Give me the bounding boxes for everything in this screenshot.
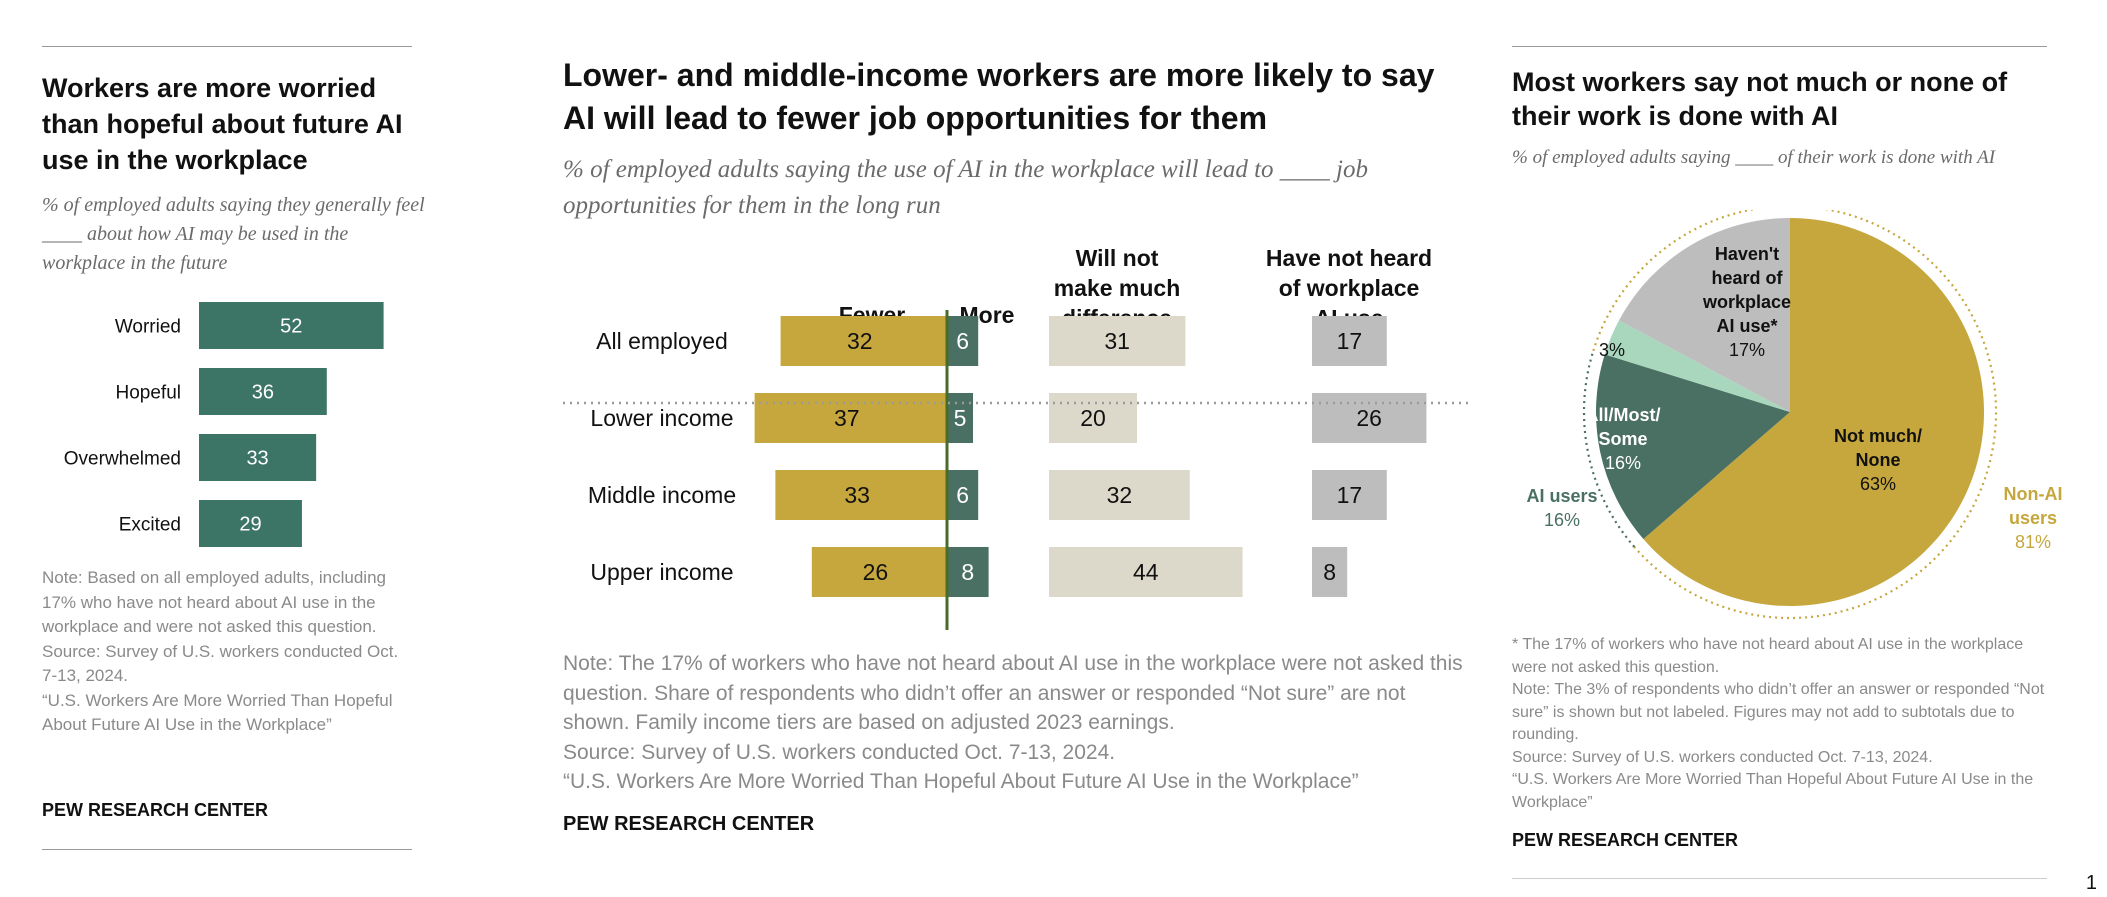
bar-not-heard [1312, 470, 1387, 520]
bar-fewer [780, 316, 947, 366]
value-fewer: 26 [863, 559, 889, 585]
value-no-difference: 31 [1104, 328, 1130, 354]
label-line: Haven't [1715, 244, 1779, 264]
bar-fewer [775, 470, 947, 520]
bar-more [947, 393, 973, 443]
bar-category-label: Excited [119, 515, 181, 536]
header-line: Will not [1076, 245, 1159, 271]
value-fewer: 32 [847, 328, 873, 354]
label-not-heard: Haven't heard of workplace AI use* 17% [1702, 244, 1791, 360]
value-more: 6 [956, 482, 969, 508]
bar-not-heard [1312, 547, 1348, 597]
value-not-heard: 26 [1356, 405, 1382, 431]
label-line: 16% [1544, 510, 1580, 530]
bar-value-label: 52 [280, 316, 302, 338]
top-rule-right [1512, 46, 2047, 47]
bar-no-difference [1049, 316, 1186, 366]
page-number: 1 [2085, 872, 2097, 894]
row-label: Upper income [590, 559, 733, 585]
bar-fewer [754, 393, 947, 443]
value-not-heard: 8 [1323, 559, 1336, 585]
label-line: workplace [1702, 292, 1791, 312]
pie-slice-not-heard [1618, 218, 1790, 412]
pie-slice-not-much-none [1643, 218, 1984, 606]
label-line: users [2009, 508, 2057, 528]
value-more: 5 [954, 405, 967, 431]
middle-chart-title: Lower- and middle-income workers are mor… [563, 57, 1435, 136]
bar-excited [199, 500, 302, 547]
bar-value-label: 29 [239, 514, 261, 536]
left-chart-title: Workers are more worried than hopeful ab… [42, 73, 403, 175]
arc-ai-users [1582, 350, 1636, 548]
bar-no-difference [1049, 547, 1243, 597]
label-line: Non-AI [2004, 484, 2063, 504]
label-line: Some [1598, 429, 1647, 449]
bar-overwhelmed [199, 434, 317, 481]
bar-no-difference [1049, 393, 1137, 443]
pie-slice-no-answer [1604, 320, 1790, 412]
bar-more [947, 547, 989, 597]
header-line: of workplace [1279, 275, 1420, 301]
label-line: 63% [1860, 474, 1896, 494]
bar-not-heard [1312, 393, 1427, 443]
label-ai-users: AI users 16% [1526, 486, 1597, 530]
bar-more [947, 316, 979, 366]
label-line: 81% [2015, 532, 2051, 552]
label-line: 17% [1729, 340, 1765, 360]
left-chart-subtitle: % of employed adults saying they general… [42, 194, 425, 274]
label-line: All/Most/ [1586, 405, 1661, 425]
middle-chart-note: Note: The 17% of workers who have not he… [563, 652, 1463, 793]
label-line: AI users [1526, 486, 1597, 506]
bar-no-difference [1049, 470, 1190, 520]
bar-not-heard [1312, 316, 1387, 366]
value-not-heard: 17 [1337, 482, 1363, 508]
value-not-heard: 17 [1337, 328, 1363, 354]
value-no-difference: 20 [1080, 405, 1106, 431]
label-line: Not much/ [1834, 426, 1922, 446]
bar-more [947, 470, 979, 520]
label-non-ai-users: Non-AI users 81% [2004, 484, 2063, 552]
label-all-most-some: All/Most/Some 16% [1586, 405, 1661, 473]
value-more: 6 [956, 328, 969, 354]
bar-category-label: Hopeful [116, 383, 182, 404]
header-line: make much [1054, 275, 1181, 301]
right-chart-subtitle: % of employed adults saying ____ of thei… [1512, 147, 1996, 168]
right-chart-note: * The 17% of workers who have not heard … [1512, 636, 2045, 811]
left-bar-chart: Worried 52 Hopeful 36 Overwhelmed 33 Excited 29 [64, 302, 384, 547]
value-no-difference: 44 [1133, 559, 1159, 585]
right-chart-title: Most workers say not much or none of the… [1512, 67, 2008, 131]
left-chart-note: Note: Based on all employed adults, incl… [42, 568, 399, 734]
bar-category-label: Worried [115, 317, 181, 338]
value-no-difference: 32 [1107, 482, 1133, 508]
label-line: heard of [1711, 268, 1783, 288]
bottom-rule-left [42, 849, 412, 850]
right-brand: PEW RESEARCH CENTER [1512, 830, 1739, 850]
label-line: None [1856, 450, 1901, 470]
row-label: All employed [596, 328, 728, 354]
right-pie-chart: Not much/None 63% All/Most/Some 16% 3% Haven'… [1526, 210, 2063, 620]
row-label: Middle income [588, 482, 736, 508]
label-no-answer: 3% [1599, 340, 1625, 360]
middle-brand: PEW RESEARCH CENTER [563, 813, 815, 835]
bar-worried [199, 302, 384, 349]
pie-slice-all-most-some [1596, 354, 1790, 540]
middle-chart-subtitle: % of employed adults saying the use of A… [563, 156, 1368, 219]
top-rule-left [42, 46, 412, 47]
value-fewer: 37 [834, 405, 860, 431]
bar-category-label: Overwhelmed [64, 449, 181, 470]
bar-fewer [811, 547, 947, 597]
bar-value-label: 33 [246, 448, 268, 470]
header-line: Have not heard [1266, 245, 1432, 271]
bottom-rule-right [1512, 878, 2047, 879]
label-line: AI use* [1716, 316, 1777, 336]
value-more: 8 [961, 559, 974, 585]
value-fewer: 33 [844, 482, 870, 508]
bar-hopeful [199, 368, 327, 415]
label-line: 16% [1605, 453, 1641, 473]
left-brand: PEW RESEARCH CENTER [42, 800, 269, 820]
bar-value-label: 36 [252, 382, 274, 404]
row-label: Lower income [590, 405, 733, 431]
label-not-much-none: Not much/None 63% [1834, 426, 1922, 494]
